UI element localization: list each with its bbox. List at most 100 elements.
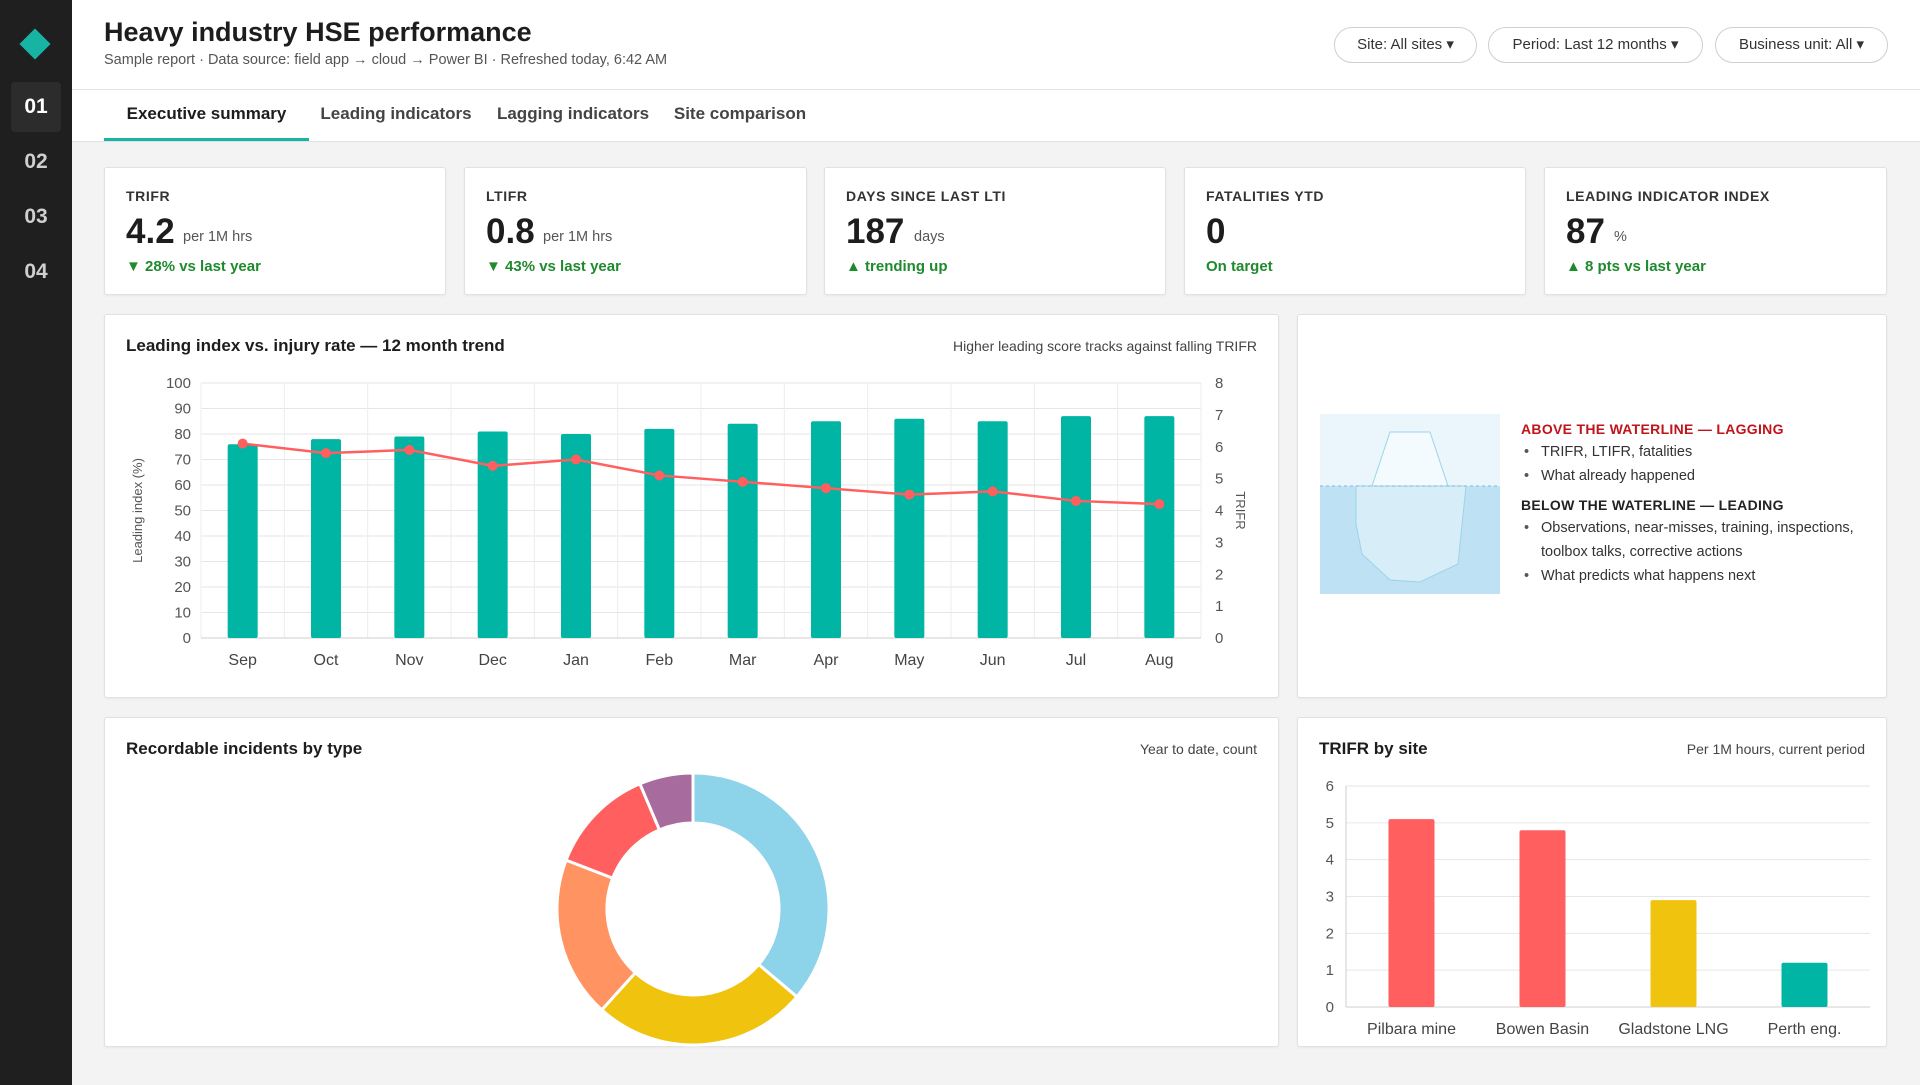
leading-index-bar xyxy=(894,418,925,638)
leading-index-bar xyxy=(561,434,591,638)
x-tick-label: Feb xyxy=(646,652,674,669)
leading-index-bar xyxy=(311,439,341,638)
donut-slice xyxy=(555,858,638,1012)
donut-slice xyxy=(691,771,831,999)
list-item: What predicts what happens next xyxy=(1521,564,1871,588)
trifr-point xyxy=(237,438,248,449)
kpi-value: 0.8 xyxy=(486,212,535,251)
tab-site-comparison[interactable]: Site comparison xyxy=(673,104,807,123)
y-tick-label: 20 xyxy=(174,579,191,596)
kpi-label: DAYS SINCE LAST LTI xyxy=(846,188,1006,204)
trend-chart-note: Higher leading score tracks against fall… xyxy=(953,338,1257,354)
x-tick-label: Gladstone LNG xyxy=(1618,1021,1728,1038)
kpi-unit: per 1M hrs xyxy=(183,229,253,245)
trifr-point xyxy=(904,489,915,500)
trifr-point xyxy=(404,444,415,455)
y2-tick-label: 8 xyxy=(1215,375,1223,392)
y2-tick-label: 3 xyxy=(1215,534,1223,551)
x-tick-label: Jun xyxy=(980,652,1006,669)
trifr-point xyxy=(487,460,498,471)
x-tick-label: Perth eng. xyxy=(1768,1021,1842,1038)
site-bar xyxy=(1519,830,1566,1007)
y-tick-label: 5 xyxy=(1326,815,1334,832)
kpi-change: ▼ 28% vs last year xyxy=(126,258,261,275)
trifr-point xyxy=(654,470,665,481)
leading-index-bar xyxy=(1144,416,1175,638)
site-chart-title: TRIFR by site xyxy=(1319,739,1428,758)
y-tick-label: 3 xyxy=(1326,889,1334,906)
trifr-by-site-card: TRIFR by site Per 1M hours, current peri… xyxy=(1297,717,1887,1047)
leading-index-bar xyxy=(727,423,758,638)
below-waterline-heading: BELOW THE WATERLINE — LEADING xyxy=(1521,497,1784,513)
y2-tick-label: 7 xyxy=(1215,407,1223,424)
y-tick-label: 60 xyxy=(174,477,191,494)
x-tick-label: Bowen Basin xyxy=(1496,1021,1589,1038)
kpi-unit: % xyxy=(1614,229,1627,245)
kpi-label: LEADING INDICATOR INDEX xyxy=(1566,188,1770,204)
donut-slice xyxy=(637,771,695,832)
incidents-donut-chart xyxy=(555,771,831,1047)
kpi-change: ▼ 43% vs last year xyxy=(486,258,621,275)
leading-index-bar xyxy=(394,436,425,638)
kpi-label: LTIFR xyxy=(486,188,528,204)
x-tick-label: Sep xyxy=(228,652,257,669)
sidebar: 01 02 03 04 xyxy=(0,0,72,1085)
trifr-point xyxy=(1071,495,1081,506)
y-tick-label: 4 xyxy=(1326,852,1334,869)
leading-index-bar xyxy=(977,421,1008,638)
y-axis-label: Leading index (%) xyxy=(130,458,145,563)
kpi-value: 87 xyxy=(1566,212,1605,251)
kpi-card-trifr: TRIFR 4.2 per 1M hrs ▼ 28% vs last year xyxy=(104,167,446,295)
kpi-value: 4.2 xyxy=(126,212,175,251)
kpi-unit: per 1M hrs xyxy=(543,229,613,245)
incidents-chart-note: Year to date, count xyxy=(1139,741,1257,757)
y2-tick-label: 2 xyxy=(1215,566,1223,583)
donut-slice xyxy=(599,962,799,1047)
incidents-by-type-card: Recordable incidents by type Year to dat… xyxy=(104,717,1279,1047)
kpi-label: FATALITIES YTD xyxy=(1206,188,1325,204)
y2-tick-label: 0 xyxy=(1215,630,1223,647)
nav-item-02[interactable]: 02 xyxy=(24,150,48,173)
business-unit-filter-dropdown[interactable]: Business unit: All ▾ xyxy=(1715,27,1888,63)
x-tick-label: Oct xyxy=(314,652,339,669)
nav-item-03[interactable]: 03 xyxy=(24,205,48,228)
nav-item-04[interactable]: 04 xyxy=(24,260,48,283)
above-waterline-heading: ABOVE THE WATERLINE — LAGGING xyxy=(1521,421,1784,437)
y-tick-label: 2 xyxy=(1326,925,1334,942)
x-tick-label: Aug xyxy=(1145,652,1173,669)
kpi-card-fatalities: FATALITIES YTD 0 On target xyxy=(1184,167,1526,295)
trend-chart-card: Leading index vs. injury rate — 12 month… xyxy=(104,314,1279,698)
x-tick-label: Jan xyxy=(563,652,589,669)
x-tick-label: Jul xyxy=(1066,652,1086,669)
trifr-point xyxy=(737,476,748,487)
x-tick-label: Nov xyxy=(395,652,423,669)
kpi-label: TRIFR xyxy=(126,188,171,204)
kpi-value: 187 xyxy=(846,212,905,251)
y-tick-label: 6 xyxy=(1326,778,1334,795)
kpi-card-days-since-lti: DAYS SINCE LAST LTI 187 days ▲ trending … xyxy=(824,167,1166,295)
y-tick-label: 10 xyxy=(174,605,191,622)
page-header: Heavy industry HSE performance Sample re… xyxy=(72,0,1920,90)
list-item: Observations, near-misses, training, ins… xyxy=(1521,516,1871,564)
y-tick-label: 40 xyxy=(174,528,191,545)
y-tick-label: 90 xyxy=(174,401,191,418)
trifr-point xyxy=(821,483,831,494)
leading-index-bar xyxy=(1061,416,1091,638)
incidents-chart-title: Recordable incidents by type xyxy=(126,739,363,758)
site-bar xyxy=(1388,819,1435,1007)
y-tick-label: 30 xyxy=(174,554,191,571)
site-filter-dropdown[interactable]: Site: All sites ▾ xyxy=(1334,27,1477,63)
period-filter-dropdown[interactable]: Period: Last 12 months ▾ xyxy=(1488,27,1703,63)
tab-executive-summary[interactable]: Executive summary xyxy=(104,90,309,141)
kpi-change: On target xyxy=(1206,258,1273,275)
trend-chart: 0 10 20 30 40 50 60 70 80 90 100 0 1 2 3 4 5 6 7 8 Sep Oct Nov… xyxy=(130,375,1248,669)
leading-index-bar xyxy=(811,421,841,638)
site-bar xyxy=(1650,900,1697,1007)
tab-leading-indicators[interactable]: Leading indicators xyxy=(320,104,472,123)
tab-bar: Executive summary Leading indicators Lag… xyxy=(72,90,1920,142)
tab-lagging-indicators[interactable]: Lagging indicators xyxy=(496,104,650,123)
y-tick-label: 0 xyxy=(183,630,191,647)
nav-item-01[interactable]: 01 xyxy=(11,82,61,132)
list-item: TRIFR, LTIFR, fatalities xyxy=(1521,440,1871,464)
x-tick-label: May xyxy=(894,652,924,669)
